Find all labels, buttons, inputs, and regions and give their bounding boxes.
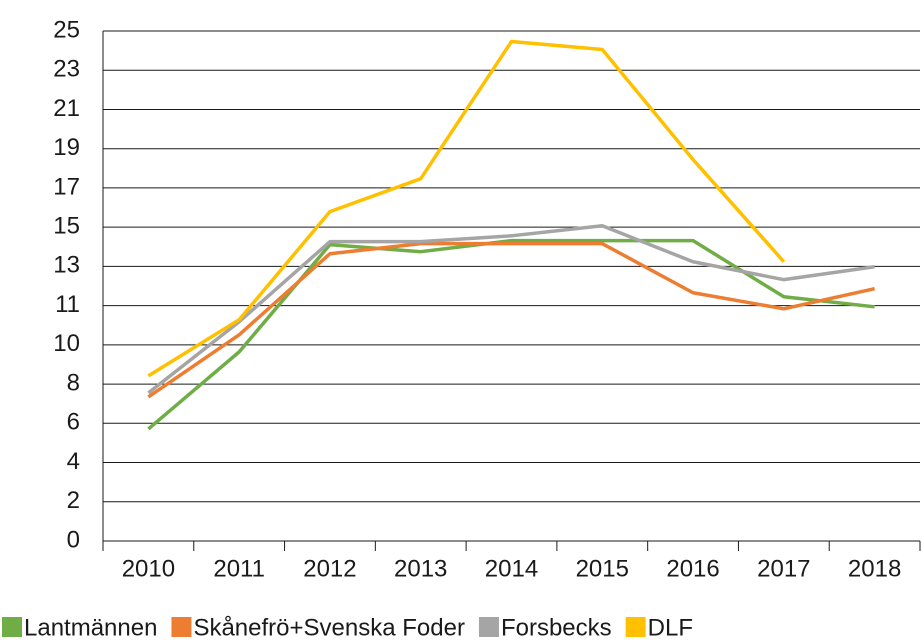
legend-label: Lantmännen [24,614,157,641]
y-tick-label: 10 [53,330,80,357]
x-tick-label: 2013 [394,555,447,582]
x-tick-label: 2014 [485,555,538,582]
series-line [147,39,786,378]
legend-label: DLF [648,614,693,641]
legend-swatch [625,617,646,637]
y-tick-label: 11 [55,291,80,318]
x-tick-label: 2018 [848,555,901,582]
x-tick-label: 2015 [576,555,629,582]
y-tick-label: 13 [53,252,80,279]
y-tick-label: 4 [67,448,80,475]
x-tick-label: 2012 [303,555,356,582]
series-line [147,223,875,395]
y-tick-label: 19 [53,134,80,161]
series-line [147,238,875,431]
y-tick-label: 6 [67,409,80,436]
y-tick-label: 25 [53,16,80,43]
x-tick-label: 2016 [666,555,719,582]
x-tick-label: 2017 [757,555,810,582]
legend-label: Forsbecks [501,614,612,641]
series-line [147,241,875,399]
x-tick-label: 2011 [213,555,265,582]
legend-swatch [478,617,499,637]
y-tick-label: 0 [67,526,80,553]
legend-swatch [171,617,192,637]
y-tick-label: 17 [53,173,80,200]
legend-swatch [2,617,22,637]
y-tick-label: 15 [53,212,80,239]
legend-label: Skånefrö+Svenska Foder [193,614,465,641]
y-tick-label: 23 [53,56,80,83]
x-tick-label: 2010 [122,555,175,582]
y-tick-label: 8 [67,369,80,396]
y-tick-label: 2 [67,487,80,514]
y-tick-label: 21 [53,95,80,122]
